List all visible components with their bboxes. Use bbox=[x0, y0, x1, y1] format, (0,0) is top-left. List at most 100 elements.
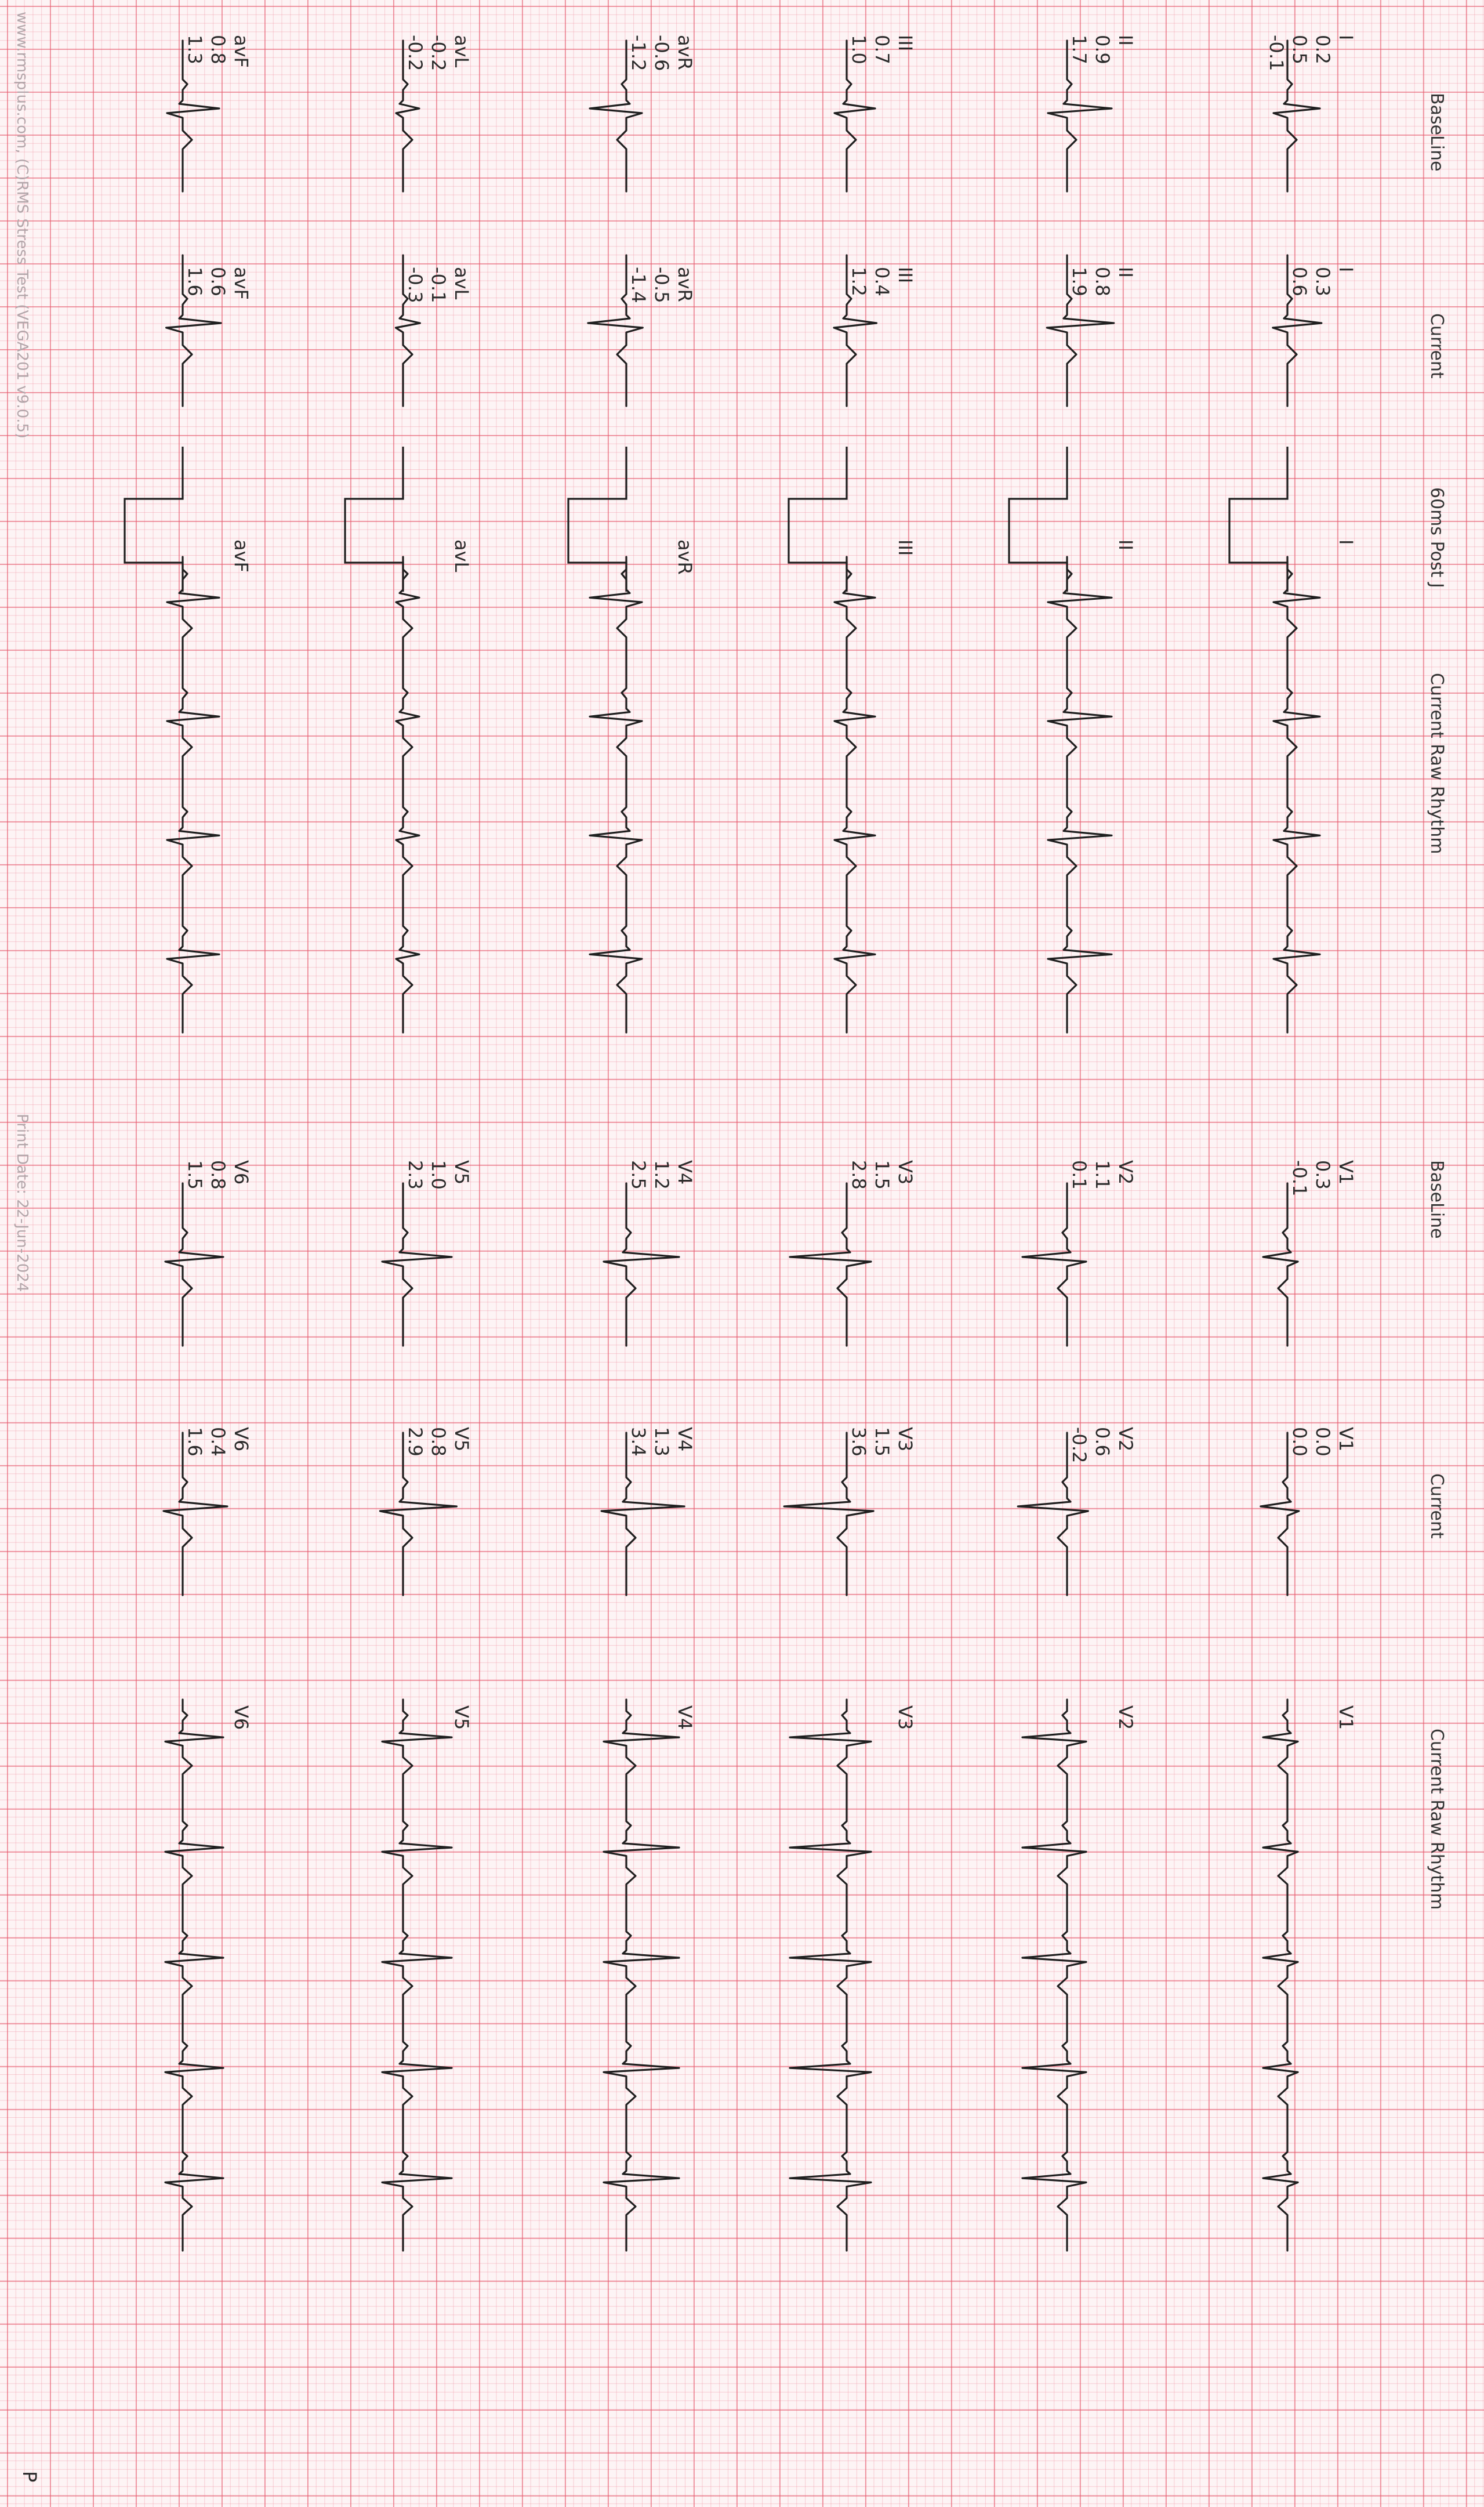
lead-label-v4-rhythm: V4 bbox=[674, 1705, 696, 1730]
lead-value-i-baseline-1: 0.2 bbox=[1312, 35, 1334, 64]
lead-value-avl-baseline-1: -0.2 bbox=[427, 35, 449, 71]
lead-value-i-current-1: 0.3 bbox=[1312, 267, 1334, 296]
trace-iii-rhythm bbox=[833, 556, 876, 1034]
lead-value-v6-current-1: 0.4 bbox=[207, 1427, 229, 1457]
lead-label-i-current: I bbox=[1335, 267, 1357, 272]
trace-iii-current bbox=[833, 254, 878, 407]
trace-i-rhythm bbox=[1272, 556, 1321, 1034]
lead-label-v4-current: V4 bbox=[674, 1427, 696, 1451]
trace-iii-baseline bbox=[833, 39, 876, 193]
lead-value-iii-baseline-1: 0.7 bbox=[871, 35, 893, 64]
lead-value-v4-baseline-2: 2.5 bbox=[627, 1160, 650, 1190]
lead-value-v3-baseline-2: 2.8 bbox=[848, 1160, 870, 1190]
lead-label-v3-rhythm: V3 bbox=[894, 1705, 916, 1730]
trace-avr-rhythm bbox=[589, 556, 643, 1034]
trace-avf-current bbox=[165, 254, 222, 407]
column-header-current_chest: Current bbox=[1427, 1473, 1447, 1539]
lead-value-i-baseline-2: 0.5 bbox=[1289, 35, 1311, 64]
lead-value-i-current-2: 0.6 bbox=[1289, 267, 1311, 296]
lead-value-v6-current-2: 1.6 bbox=[184, 1427, 206, 1457]
ecg-traces bbox=[162, 39, 1323, 2252]
trace-i-current bbox=[1272, 254, 1323, 407]
lead-label-avr-baseline: avR bbox=[674, 35, 696, 70]
trace-i-baseline bbox=[1272, 39, 1321, 193]
lead-value-avr-baseline-1: -0.6 bbox=[651, 35, 673, 71]
trace-v6-current bbox=[162, 1432, 228, 1596]
footer: www.rmsplus.com, (C)RMS Stress Test (VEG… bbox=[13, 12, 41, 2482]
lead-value-v6-baseline-2: 1.5 bbox=[184, 1160, 206, 1190]
trace-ii-current bbox=[1046, 254, 1115, 407]
lead-label-v1-baseline: V1 bbox=[1335, 1160, 1357, 1184]
trace-avl-current bbox=[394, 254, 421, 407]
trace-avl-rhythm bbox=[395, 556, 420, 1034]
column-header-rhythm_chest: Current Raw Rhythm bbox=[1427, 1729, 1447, 1910]
lead-value-v5-baseline-2: 2.3 bbox=[404, 1160, 426, 1190]
lead-label-v5-current: V5 bbox=[451, 1427, 473, 1451]
trace-v6-baseline bbox=[164, 1182, 224, 1347]
trace-avf-rhythm bbox=[166, 556, 220, 1034]
lead-labels: I0.20.5-0.1I0.30.6III0.91.7II0.81.9IIIII… bbox=[184, 35, 1357, 1730]
trace-v5-current bbox=[379, 1432, 458, 1596]
trace-avl-baseline bbox=[395, 39, 420, 193]
lead-value-v4-current-1: 1.3 bbox=[651, 1427, 673, 1457]
lead-label-v2-baseline: V2 bbox=[1115, 1160, 1137, 1184]
trace-v1-baseline bbox=[1262, 1182, 1299, 1347]
lead-value-avl-baseline-2: -0.2 bbox=[404, 35, 426, 71]
lead-label-i-rhythm: I bbox=[1335, 539, 1357, 545]
trace-avr-current bbox=[587, 254, 644, 407]
lead-label-iii-current: III bbox=[894, 267, 916, 283]
lead-label-iii-baseline: III bbox=[894, 35, 916, 51]
lead-label-avr-rhythm: avR bbox=[674, 539, 696, 575]
lead-label-v5-rhythm: V5 bbox=[451, 1705, 473, 1730]
calibration-avl bbox=[344, 447, 404, 592]
trace-v4-baseline bbox=[603, 1182, 680, 1347]
lead-value-avr-baseline-2: -1.2 bbox=[627, 35, 650, 71]
trace-v2-rhythm bbox=[1021, 1698, 1087, 2252]
trace-v5-rhythm bbox=[381, 1698, 453, 2252]
lead-label-v2-rhythm: V2 bbox=[1115, 1705, 1137, 1730]
lead-value-v2-baseline-1: 1.1 bbox=[1091, 1160, 1113, 1190]
trace-v5-baseline bbox=[381, 1182, 453, 1347]
lead-label-v6-rhythm: V6 bbox=[230, 1705, 252, 1730]
page-corner-mark: P bbox=[19, 2471, 41, 2482]
lead-label-avf-baseline: avF bbox=[230, 35, 252, 68]
trace-v3-current bbox=[783, 1432, 875, 1596]
lead-value-avf-current-2: 1.6 bbox=[184, 267, 206, 296]
lead-value-iii-current-2: 1.2 bbox=[848, 267, 870, 296]
lead-value-v1-current-1: 0.0 bbox=[1312, 1427, 1334, 1457]
lead-label-avf-rhythm: avF bbox=[230, 539, 252, 573]
lead-value-iii-baseline-2: 1.0 bbox=[848, 35, 870, 64]
lead-label-avr-current: avR bbox=[674, 267, 696, 302]
lead-label-v3-baseline: V3 bbox=[894, 1160, 916, 1184]
trace-v6-rhythm bbox=[164, 1698, 224, 2252]
lead-value-avl-current-2: -0.3 bbox=[404, 267, 426, 303]
lead-value-v1-current-2: 0.0 bbox=[1289, 1427, 1311, 1457]
lead-value-avr-current-1: -0.5 bbox=[651, 267, 673, 303]
lead-label-ii-rhythm: II bbox=[1115, 539, 1137, 550]
lead-value-ii-baseline-2: 1.7 bbox=[1068, 35, 1090, 64]
lead-value-v3-current-2: 3.6 bbox=[848, 1427, 870, 1457]
lead-value-avf-baseline-2: 1.3 bbox=[184, 35, 206, 64]
lead-value-v3-baseline-1: 1.5 bbox=[871, 1160, 893, 1190]
calibration-pulses bbox=[124, 447, 1289, 592]
footer-print-date: Print Date: 22-Jun-2024 bbox=[13, 1114, 31, 1292]
lead-label-iii-rhythm: III bbox=[894, 539, 916, 556]
lead-label-v1-current: V1 bbox=[1335, 1427, 1357, 1451]
lead-label-v6-baseline: V6 bbox=[230, 1160, 252, 1184]
column-header-baseline_chest: BaseLine bbox=[1427, 1160, 1447, 1239]
column-header-rhythm_limb: Current Raw Rhythm bbox=[1427, 673, 1447, 854]
trace-ii-rhythm bbox=[1047, 556, 1113, 1034]
lead-label-i-baseline: I bbox=[1335, 35, 1357, 40]
lead-label-ii-baseline: II bbox=[1115, 35, 1137, 46]
column-header-baseline_limb: BaseLine bbox=[1427, 93, 1447, 172]
lead-label-avl-current: avL bbox=[451, 267, 473, 300]
column-header-post_j: 60ms Post J bbox=[1427, 487, 1447, 588]
lead-value-avf-current-1: 0.6 bbox=[207, 267, 229, 296]
lead-value-v5-current-2: 2.9 bbox=[404, 1427, 426, 1457]
lead-value-ii-current-1: 0.8 bbox=[1091, 267, 1113, 296]
lead-value-i-baseline-3: -0.1 bbox=[1265, 35, 1287, 71]
lead-value-v2-current-2: -0.2 bbox=[1068, 1427, 1090, 1463]
lead-label-ii-current: II bbox=[1115, 267, 1137, 278]
lead-value-ii-current-2: 1.9 bbox=[1068, 267, 1090, 296]
footer-source: www.rmsplus.com, (C)RMS Stress Test (VEG… bbox=[13, 12, 31, 439]
